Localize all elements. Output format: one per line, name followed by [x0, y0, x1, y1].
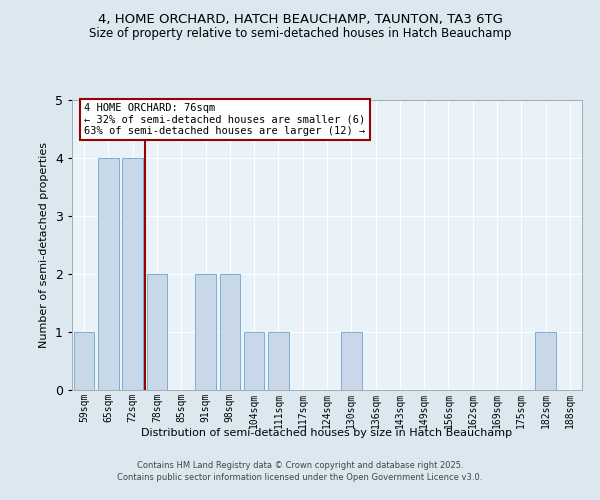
Bar — [220, 274, 240, 390]
Bar — [146, 274, 167, 390]
Text: 4, HOME ORCHARD, HATCH BEAUCHAMP, TAUNTON, TA3 6TG: 4, HOME ORCHARD, HATCH BEAUCHAMP, TAUNTO… — [98, 12, 502, 26]
Bar — [122, 158, 143, 390]
Text: Size of property relative to semi-detached houses in Hatch Beauchamp: Size of property relative to semi-detach… — [89, 28, 511, 40]
Y-axis label: Number of semi-detached properties: Number of semi-detached properties — [40, 142, 49, 348]
Bar — [74, 332, 94, 390]
Bar — [98, 158, 119, 390]
Text: Contains HM Land Registry data © Crown copyright and database right 2025.
Contai: Contains HM Land Registry data © Crown c… — [118, 461, 482, 482]
Bar — [244, 332, 265, 390]
Bar — [268, 332, 289, 390]
Text: Distribution of semi-detached houses by size in Hatch Beauchamp: Distribution of semi-detached houses by … — [142, 428, 512, 438]
Bar — [195, 274, 216, 390]
Bar — [341, 332, 362, 390]
Text: 4 HOME ORCHARD: 76sqm
← 32% of semi-detached houses are smaller (6)
63% of semi-: 4 HOME ORCHARD: 76sqm ← 32% of semi-deta… — [85, 103, 365, 136]
Bar — [535, 332, 556, 390]
